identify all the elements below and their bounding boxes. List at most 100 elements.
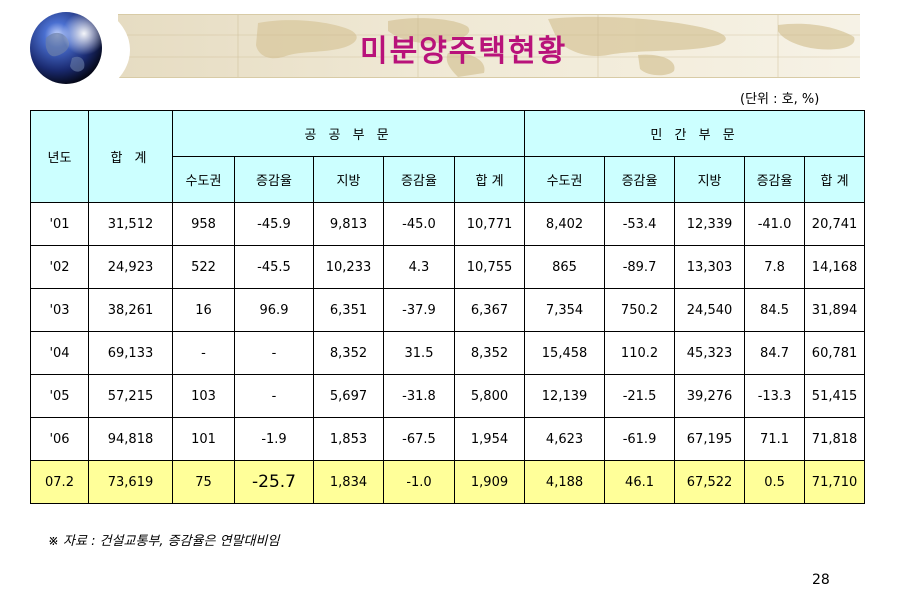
globe-icon <box>30 12 102 84</box>
value-cell: 51,415 <box>804 374 866 418</box>
table-row: '04 69,133- -8,352 31.5 8,352 15,458 110.2 45,3… <box>30 331 866 375</box>
page-title: 미분양주택현황 <box>360 34 568 69</box>
value-cell: 39,276 <box>674 374 746 418</box>
unit-note: (단위 : 호, %) <box>740 92 820 107</box>
value-cell: 12,339 <box>674 202 746 246</box>
total-cell: 94,818 <box>88 417 173 461</box>
value-cell: 0.5 <box>744 460 806 504</box>
total-cell: 31,512 <box>88 202 173 246</box>
total-cell: 73,619 <box>88 460 173 504</box>
table-row: '05 57,215 103-5,697 -31.8 5,800 12,139 -21.5 3… <box>30 374 866 418</box>
total-cell: 24,923 <box>88 245 173 289</box>
value-cell: 6,351 <box>313 288 384 332</box>
world-map-decoration <box>118 15 860 77</box>
public-sector-header: 공 공 부 문 <box>171 110 526 157</box>
year-header: 년도 <box>30 110 89 203</box>
year-cell: '04 <box>30 331 89 375</box>
sub-header-cell: 증감율 <box>234 156 314 203</box>
value-cell: 9,813 <box>313 202 384 246</box>
value-cell: 60,781 <box>804 331 866 375</box>
sub-header-cell: 지방 <box>674 156 746 203</box>
value-cell: 14,168 <box>804 245 866 289</box>
value-cell: 1,834 <box>313 460 384 504</box>
source-note: ※ 자료 : 건설교통부, 증감율은 연말대비임 <box>48 534 280 549</box>
value-cell: 67,195 <box>674 417 746 461</box>
table-body: '01 31,512 958 -45.9 9,813 -45.0 10,771 8,402 -5… <box>30 202 866 504</box>
sub-header-cell: 수도권 <box>172 156 235 203</box>
sub-header-cell: 증감율 <box>744 156 806 203</box>
value-cell: 8,352 <box>313 331 384 375</box>
table-row: '01 31,512 958 -45.9 9,813 -45.0 10,771 8,402 -5… <box>30 202 866 246</box>
value-cell: -41.0 <box>744 202 806 246</box>
value-cell: 110.2 <box>604 331 676 375</box>
value-cell: 16 <box>172 288 235 332</box>
value-cell: -89.7 <box>604 245 676 289</box>
value-cell: -53.4 <box>604 202 676 246</box>
page-number: 28 <box>812 572 830 588</box>
year-cell: '03 <box>30 288 89 332</box>
value-cell: 103 <box>172 374 235 418</box>
table-row: 07.2 73,619 75 -25.7 1,834 -1.0 1,909 4,188 46.1… <box>30 460 866 504</box>
value-cell: 84.5 <box>744 288 806 332</box>
value-cell: 20,741 <box>804 202 866 246</box>
value-cell: 1,853 <box>313 417 384 461</box>
housing-stats-table: 년도 합 계 공 공 부 문 민 간 부 문 수도권 증감율 지방 증감율 합 계 수도권… <box>30 110 866 504</box>
value-cell: - <box>234 331 314 375</box>
year-cell: 07.2 <box>30 460 89 504</box>
value-cell: -61.9 <box>604 417 676 461</box>
year-cell: '01 <box>30 202 89 246</box>
total-cell: 69,133 <box>88 331 173 375</box>
value-cell: 958 <box>172 202 235 246</box>
value-cell: 522 <box>172 245 235 289</box>
value-cell: -1.0 <box>383 460 455 504</box>
value-cell: 8,402 <box>524 202 606 246</box>
value-cell: -67.5 <box>383 417 455 461</box>
value-cell: 31,894 <box>804 288 866 332</box>
value-cell: 75 <box>172 460 235 504</box>
table-row: '02 24,923 522 -45.5 10,233 4.3 10,755 865 -89.7… <box>30 245 866 289</box>
value-cell: 45,323 <box>674 331 746 375</box>
value-cell: 8,352 <box>453 331 526 375</box>
year-cell: '05 <box>30 374 89 418</box>
value-cell: 10,771 <box>453 202 526 246</box>
table-row: '06 94,818 101 -1.9 1,853 -67.5 1,954 4,623 -61.… <box>30 417 866 461</box>
value-cell: 101 <box>172 417 235 461</box>
value-cell: 24,540 <box>674 288 746 332</box>
sub-header-row: 수도권 증감율 지방 증감율 합 계 수도권 증감율 지방 증감율 합 계 <box>31 156 866 203</box>
value-cell: 71,710 <box>804 460 866 504</box>
value-cell: 10,233 <box>313 245 384 289</box>
value-cell: 865 <box>524 245 606 289</box>
value-cell: 1,954 <box>453 417 526 461</box>
value-cell: -25.7 <box>234 460 314 504</box>
value-cell: 71,818 <box>804 417 866 461</box>
sub-header-cell: 합 계 <box>804 156 866 203</box>
value-cell: 84.7 <box>744 331 806 375</box>
value-cell: 12,139 <box>524 374 606 418</box>
year-cell: '02 <box>30 245 89 289</box>
value-cell: 4,623 <box>524 417 606 461</box>
value-cell: - <box>172 331 235 375</box>
value-cell: 5,800 <box>453 374 526 418</box>
year-cell: '06 <box>30 417 89 461</box>
value-cell: -31.8 <box>383 374 455 418</box>
private-sector-header: 민 간 부 문 <box>524 110 866 157</box>
table-row: '03 38,261 16 96.9 6,351 -37.9 6,367 7,354 750.2… <box>30 288 866 332</box>
value-cell: 7.8 <box>744 245 806 289</box>
value-cell: -21.5 <box>604 374 676 418</box>
value-cell: -1.9 <box>234 417 314 461</box>
value-cell: 750.2 <box>604 288 676 332</box>
total-cell: 38,261 <box>88 288 173 332</box>
sub-header-cell: 합 계 <box>453 156 526 203</box>
value-cell: 96.9 <box>234 288 314 332</box>
value-cell: -13.3 <box>744 374 806 418</box>
sub-header-cell: 지방 <box>313 156 384 203</box>
value-cell: 31.5 <box>383 331 455 375</box>
total-header: 합 계 <box>88 110 173 203</box>
value-cell: 7,354 <box>524 288 606 332</box>
value-cell: -45.5 <box>234 245 314 289</box>
value-cell: 46.1 <box>604 460 676 504</box>
value-cell: - <box>234 374 314 418</box>
globe-logo-area <box>0 0 130 100</box>
value-cell: 10,755 <box>453 245 526 289</box>
title-banner <box>118 14 860 78</box>
